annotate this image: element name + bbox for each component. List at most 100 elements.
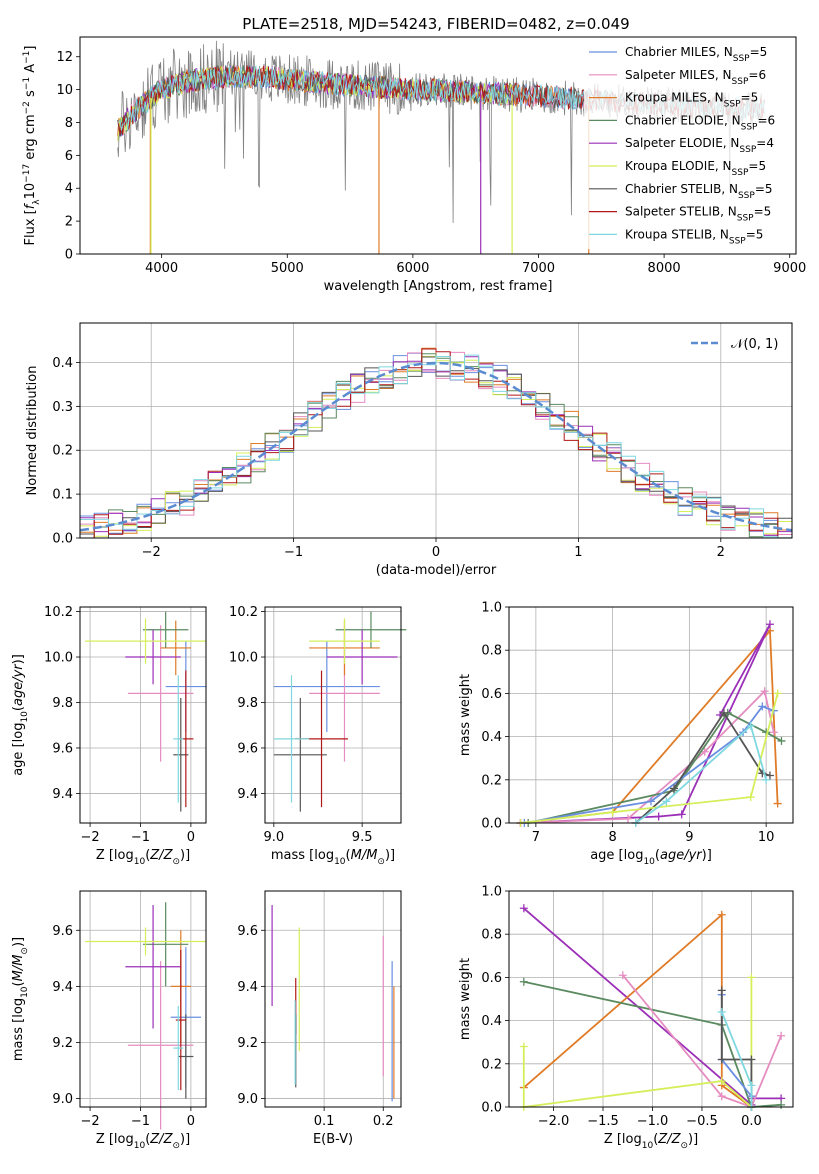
legend-entry: Salpeter MILES, NSSP=6	[625, 68, 766, 87]
label-part: 10	[23, 183, 38, 200]
legend-entry: Kroupa MILES, NSSP=5	[625, 91, 758, 110]
weight-series	[516, 620, 774, 827]
axes-frame	[508, 606, 794, 824]
y-tick-label: 9.6	[52, 924, 73, 939]
label-part: )]	[702, 848, 712, 863]
y-tick-label: 10.0	[229, 651, 258, 666]
label-part: ]	[23, 46, 38, 51]
y-axis-label: Normed distribution	[25, 366, 40, 496]
y-tick-label: 0.4	[52, 356, 73, 371]
y-tick-label: 9.8	[237, 696, 258, 711]
legend-entry: Chabrier STELIB, NSSP=5	[625, 182, 773, 201]
spectrum-panel: 4000 5000 6000 7000 8000 9000 0 2 4 6 8 10 12 wavelen…	[22, 36, 806, 294]
label-part: Z/Z	[657, 1132, 681, 1147]
weight-line	[522, 977, 753, 1109]
weight-series	[516, 689, 782, 827]
label-part: Z [log	[604, 1132, 642, 1147]
y-tick-label: 0.0	[481, 817, 502, 832]
label-part: (	[145, 848, 150, 863]
x-axis-label: Z [log10(Z/Z⊙)]	[96, 848, 190, 867]
errorbar-point	[173, 1006, 184, 1091]
y-tick-label: 0.8	[481, 928, 502, 943]
y-tick-label: 9.4	[237, 980, 258, 995]
legend-background	[584, 43, 790, 249]
y-tick-label: 0	[65, 248, 73, 263]
x-tick-label: 7	[532, 830, 540, 845]
label-part: SSP	[724, 100, 741, 110]
x-axis-label: wavelength [Angstrom, rest frame]	[324, 279, 553, 294]
label-part: (	[655, 848, 660, 863]
weight-marker	[769, 728, 778, 737]
y-tick-label: 9.6	[237, 924, 258, 939]
x-tick-label: −2.0	[538, 1114, 570, 1129]
label-part: Kroupa MILES, N	[625, 91, 724, 105]
label-part: 10	[20, 711, 30, 723]
label-part: SSP	[739, 145, 756, 155]
y-axis-label: mass weight	[458, 674, 473, 756]
y-tick-label: 8	[65, 116, 73, 131]
label-part: (	[653, 1132, 658, 1147]
weight-marker	[777, 736, 786, 745]
x-axis-label: age [log10(age/yr)]	[590, 848, 712, 867]
weight-marker	[623, 814, 632, 823]
weight-marker	[618, 971, 627, 980]
label-part: −2	[22, 101, 32, 114]
label-part: ⊙	[680, 1141, 688, 1151]
legend-entry: Kroupa STELIB, NSSP=5	[625, 227, 763, 246]
label-part: (	[11, 981, 26, 986]
label-part: λ	[32, 199, 42, 205]
label-part: Salpeter ELODIE, N	[625, 136, 739, 150]
x-tick-label: −2	[80, 830, 99, 845]
label-part: 10	[334, 857, 346, 867]
weight-marker	[747, 1055, 756, 1064]
label-part: age/yr	[11, 663, 26, 706]
y-tick-label: 0.8	[481, 644, 502, 659]
axes-frame	[79, 890, 207, 1108]
x-tick-label: 1	[574, 545, 582, 560]
axes-frame	[79, 606, 207, 824]
weight-marker	[777, 1100, 786, 1109]
label-part: Chabrier STELIB, N	[625, 182, 738, 196]
axes-frame	[264, 606, 402, 824]
label-part: −1	[22, 77, 32, 90]
y-axis-label: mass [log10(M/M⊙)]	[11, 937, 30, 1061]
label-part: =5	[746, 227, 764, 241]
label-part: ⊙	[20, 947, 30, 955]
weight-marker	[608, 808, 617, 817]
y-tick-label: 0.3	[52, 400, 73, 415]
label-part: SSP	[738, 191, 755, 201]
weight-marker	[519, 1042, 528, 1051]
weight-marker	[647, 797, 655, 806]
label-part: SSP	[732, 77, 749, 87]
y-tick-label: 0.2	[481, 1057, 502, 1072]
errorbar-point	[125, 905, 181, 1029]
weight-marker	[719, 708, 728, 717]
label-part: M/M	[11, 955, 26, 982]
errorbar-point	[143, 611, 189, 648]
weight-marker	[519, 904, 528, 913]
weight-line	[523, 912, 752, 1108]
weight-series	[631, 721, 771, 827]
y-tick-label: 9.0	[52, 1092, 73, 1107]
errorbar-point	[273, 641, 380, 733]
x-tick-label: 0.2	[373, 1114, 394, 1129]
x-tick-label: 7000	[522, 261, 555, 276]
y-tick-label: 9.6	[237, 741, 258, 756]
label-part: 10	[642, 1141, 654, 1151]
label-part: SSP	[729, 236, 746, 246]
label-part: ⊙	[172, 1141, 180, 1151]
mass_weight_vs_Z-panel: −2.0 −1.5 −1.0 −0.5 0.0 0.0 0.2 0.4 0.6 0.8 1.0 Z […	[458, 885, 794, 1151]
label-part: Z [log	[96, 1132, 134, 1147]
label-part: SSP	[737, 214, 754, 224]
x-tick-label: 5000	[271, 261, 304, 276]
errorbar-point	[173, 675, 184, 803]
mass_vs_ebv-panel: 0.1 0.2 9.0 9.2 9.4 9.6 E(B-V)	[237, 890, 402, 1147]
label-part: (	[346, 848, 351, 863]
weight-marker	[747, 973, 756, 982]
weight-marker	[717, 1077, 726, 1086]
label-part: SSP	[733, 54, 750, 64]
y-tick-label: 1.0	[481, 885, 502, 900]
label-part: Z/Z	[149, 848, 173, 863]
y-axis-label: Flux [fλ10−17 erg cm−2 s−1 A−1]	[22, 46, 42, 246]
